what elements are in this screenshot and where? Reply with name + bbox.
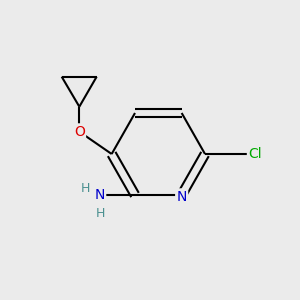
Text: H: H [95, 207, 105, 220]
Text: N: N [95, 188, 105, 202]
Text: H: H [80, 182, 90, 195]
Text: N: N [176, 190, 187, 204]
Text: Cl: Cl [248, 147, 262, 161]
Text: O: O [74, 125, 85, 139]
